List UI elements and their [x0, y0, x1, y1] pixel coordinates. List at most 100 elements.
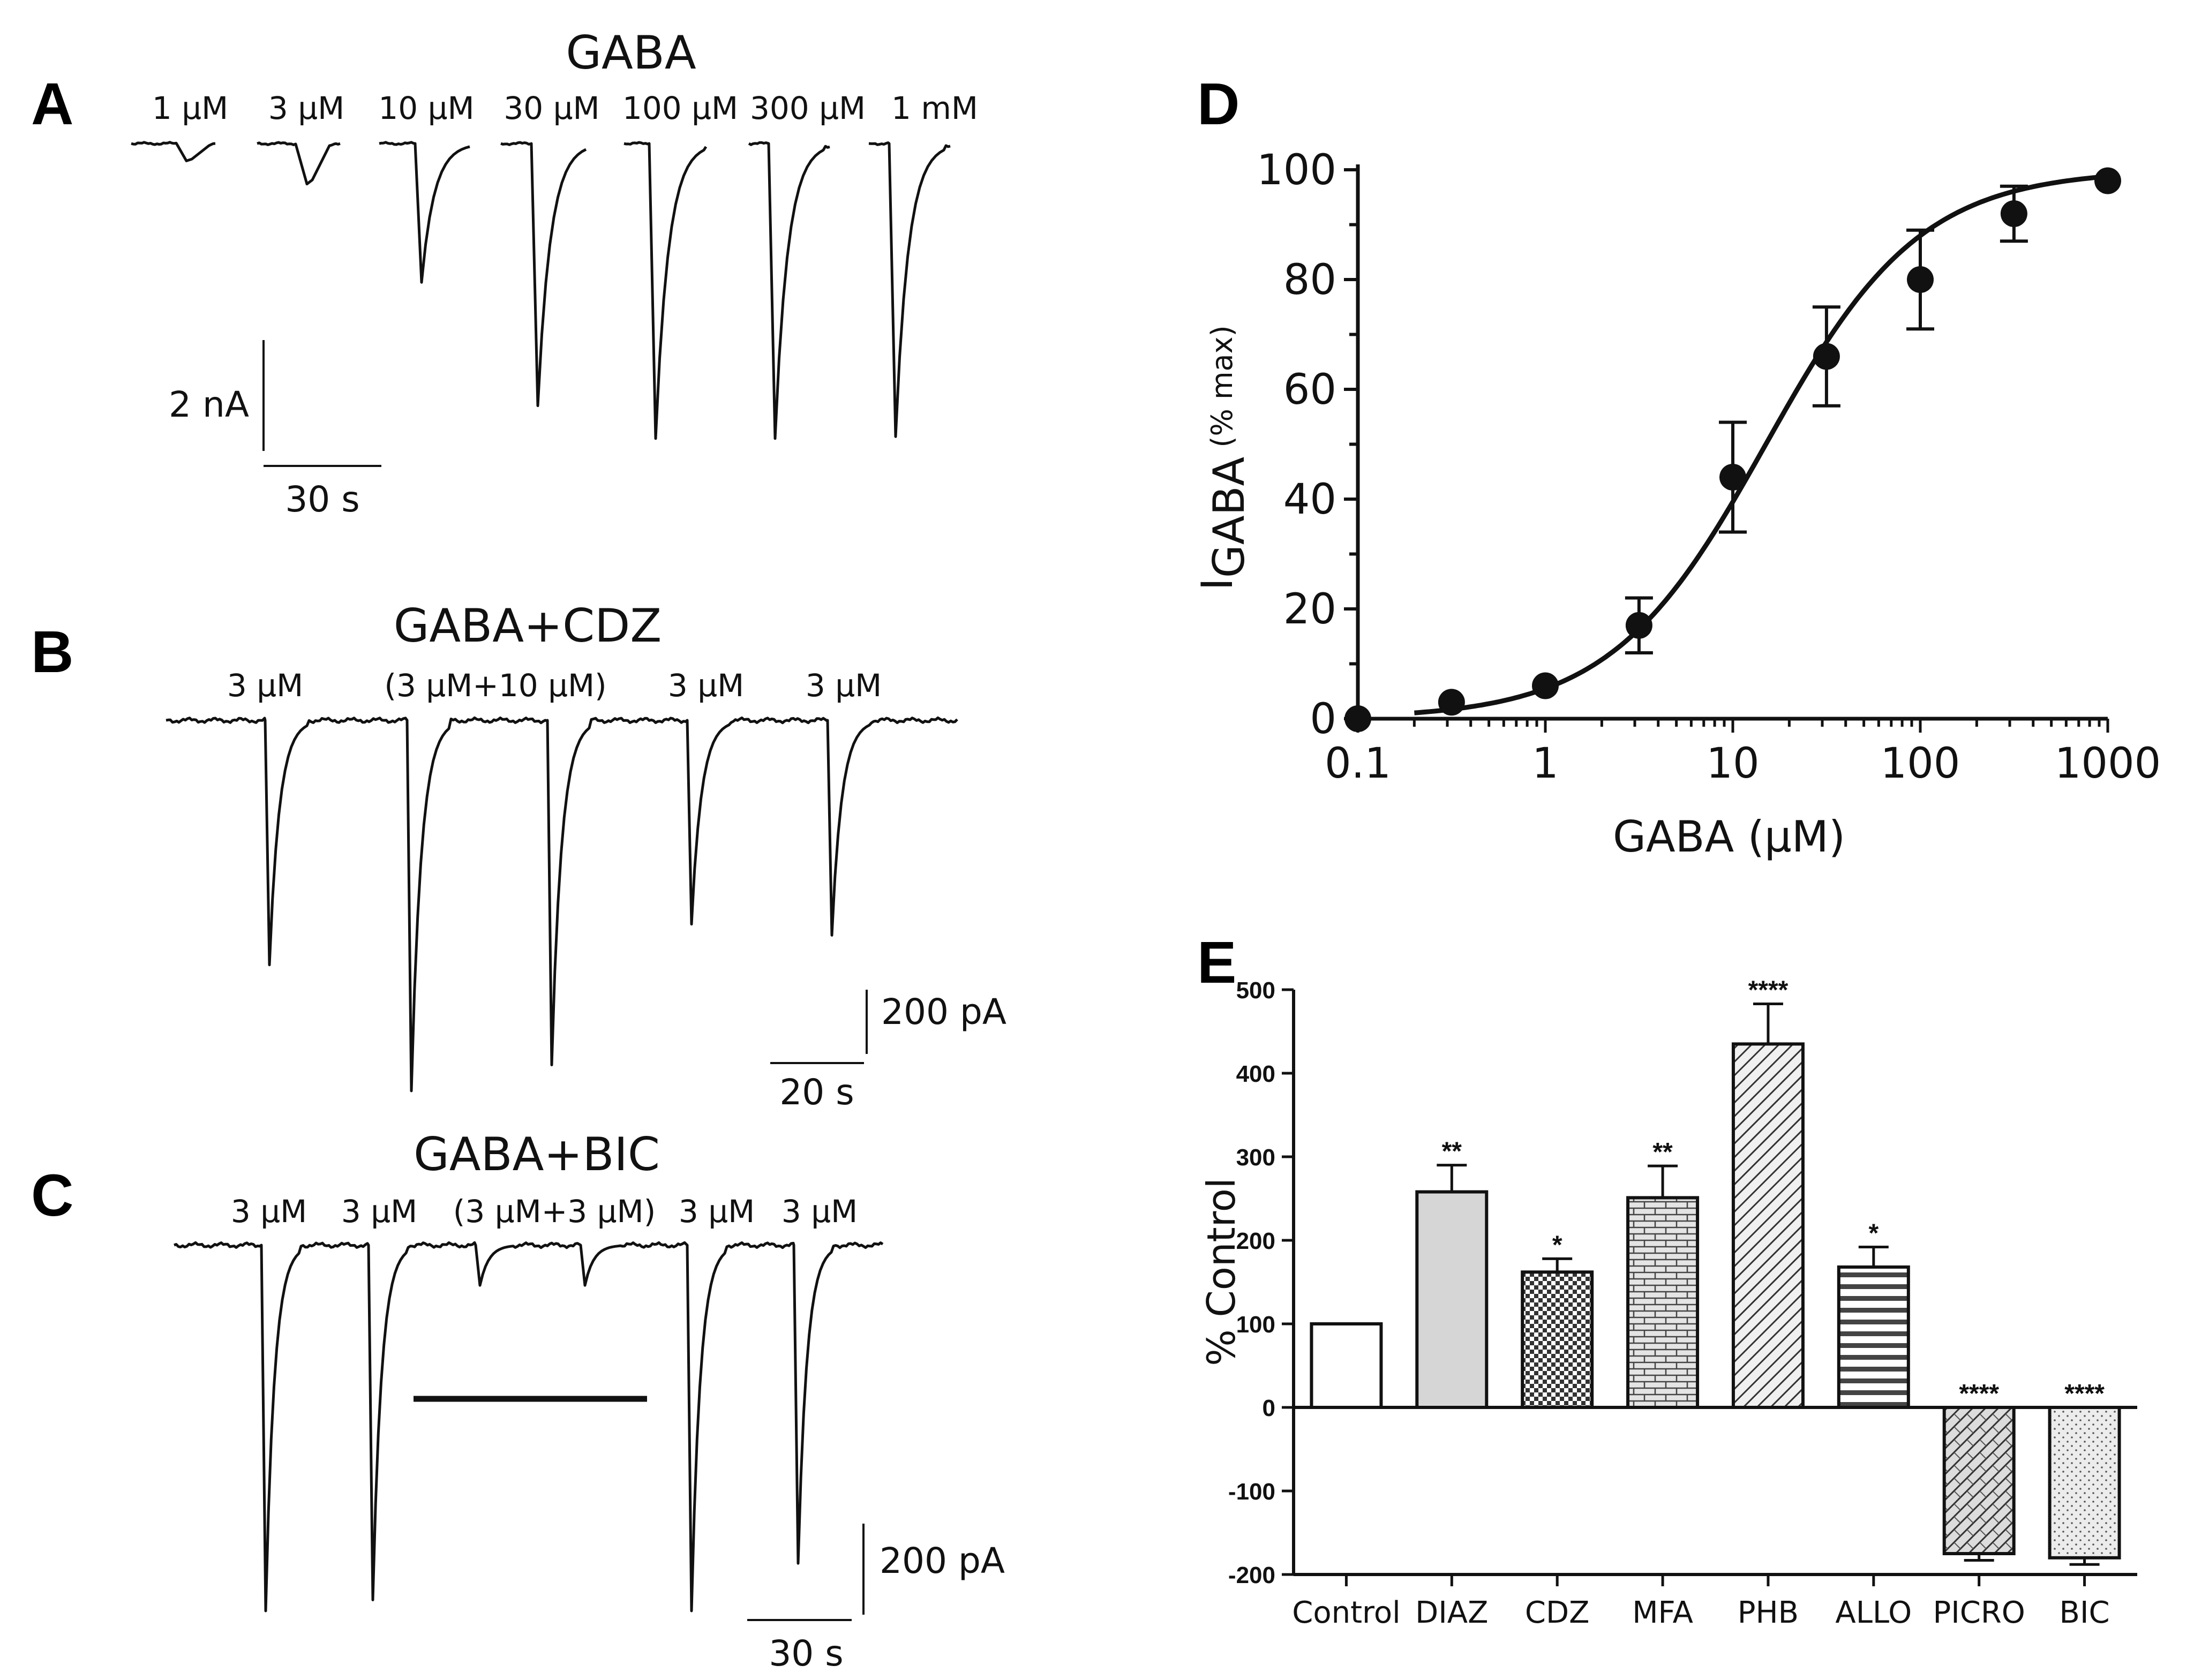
panel-e-significance-marker: **: [1652, 1138, 1673, 1166]
panel-d-y-label-unit: (% max): [1205, 325, 1239, 456]
panel-e-category-label: MFA: [1632, 1595, 1693, 1630]
panel-d-axes: 0 20 40 60 80 100 0.1 1 10 100 1000: [1257, 146, 2161, 788]
panel-e-y-axis-label: % Control: [1199, 1178, 1244, 1366]
panel-d-x-tick-label: 1: [1532, 740, 1559, 788]
panel-a-current-scale-label: 2 nA: [169, 384, 249, 425]
panel-d-y-tick-label: 60: [1283, 366, 1336, 414]
panel-e-y-tick-label: 300: [1236, 1144, 1275, 1171]
panel-d-chart: 0 20 40 60 80 100 0.1 1 10 100 1000 GABA (μM) IGAB…: [1192, 146, 2161, 862]
panel-e-significance-marker: **: [1442, 1137, 1462, 1166]
panel-c-conc-label: 3 μM: [341, 1193, 417, 1230]
panel-e-bar: [1521, 1270, 1594, 1410]
panel-e-category-label: Control: [1292, 1595, 1400, 1630]
panel-b-conc-label: 3 μM: [806, 667, 882, 704]
panel-e-bar: [2048, 1406, 2121, 1560]
panel-letter-c: C: [31, 1163, 73, 1229]
panel-a-conc-label: 1 mM: [891, 90, 978, 126]
panel-e-y-tick-label: -200: [1228, 1562, 1275, 1588]
panel-c-title: GABA+BIC: [414, 1128, 660, 1181]
panel-a-time-scale-label: 30 s: [285, 479, 359, 520]
panel-e-category-label: DIAZ: [1415, 1595, 1488, 1630]
panel-c: GABA+BIC 3 μM 3 μM (3 μM+3 μM) 3 μM 3 μM…: [174, 1128, 1005, 1674]
panel-d-y-label-main: I: [1192, 578, 1242, 591]
panel-d-data-point: [1625, 612, 1652, 639]
panel-a-conc-label: 100 μM: [622, 90, 738, 126]
panel-letter-e: E: [1197, 930, 1236, 996]
panel-d-data-point: [1719, 464, 1746, 491]
panel-a-conc-label: 30 μM: [504, 90, 599, 126]
panel-e-significance-marker: ****: [1748, 976, 1789, 1005]
panel-a-current-trace: [500, 141, 587, 408]
panel-d-x-tick-label: 1000: [2055, 740, 2161, 788]
panel-c-conc-label: 3 μM: [782, 1193, 858, 1230]
panel-b-time-scale-label: 20 s: [779, 1072, 854, 1113]
panel-d-x-tick-label: 100: [1881, 740, 1960, 788]
panel-c-time-scale-label: 30 s: [769, 1633, 843, 1674]
panel-e-significance-marker: *: [1552, 1231, 1562, 1259]
panel-e-category-label: PHB: [1738, 1595, 1799, 1630]
panel-e-category-label: PICRO: [1933, 1595, 2025, 1630]
panel-a-current-trace: [868, 141, 951, 438]
panel-a: GABA 1 μM 3 μM 10 μM 30 μM 100 μM 300 μM…: [131, 26, 978, 520]
panel-b-conc-label: (3 μM+10 μM): [384, 667, 606, 704]
panel-e-y-tick-label: 500: [1236, 977, 1275, 1004]
panel-c-conc-label: 3 μM: [231, 1193, 307, 1230]
panel-b-current-scale-label: 200 pA: [881, 991, 1006, 1033]
panel-d-x-axis-label: GABA (μM): [1613, 812, 1845, 862]
panel-d-data-point: [1907, 266, 1934, 293]
panel-c-conc-label: (3 μM+3 μM): [453, 1193, 656, 1230]
panel-e-bars: Control DIAZ ** CDZ * MFA ** PHB **** ALLO * PICRO *…: [1292, 976, 2121, 1630]
panel-a-title: GABA: [566, 26, 696, 80]
panel-a-current-trace: [748, 141, 830, 440]
panel-d-y-tick-label: 20: [1283, 585, 1336, 634]
panel-letter-a: A: [31, 71, 73, 137]
panel-a-current-trace: [131, 141, 216, 162]
panel-e-y-tick-label: 200: [1236, 1228, 1275, 1254]
panel-d-fit-curve: [1414, 174, 2105, 715]
panel-letter-d: D: [1197, 71, 1239, 137]
panel-c-traces: [174, 1241, 884, 1613]
panel-a-conc-label: 10 μM: [378, 90, 474, 126]
panel-e-bar: [1837, 1265, 1910, 1409]
panel-d-data-point: [1813, 343, 1840, 370]
panel-b-traces: [166, 716, 958, 1093]
panel-a-current-trace: [257, 141, 341, 186]
panel-e-bar: [1626, 1196, 1700, 1409]
panel-b: GABA+CDZ 3 μM (3 μM+10 μM) 3 μM 3 μM 200…: [166, 599, 1006, 1113]
panel-d-y-axis-label: IGABA (% max): [1192, 325, 1254, 590]
panel-d-y-tick-label: 0: [1310, 695, 1336, 743]
panel-d-y-tick-label: 40: [1283, 476, 1336, 524]
panel-e-category-label: ALLO: [1835, 1595, 1912, 1630]
panel-e-bar: [1731, 1042, 1805, 1409]
panel-d-data-point: [2000, 200, 2027, 227]
panel-a-conc-label: 1 μM: [152, 90, 228, 126]
panel-e-category-label: CDZ: [1525, 1595, 1590, 1630]
panel-b-current-trace: [166, 716, 958, 1093]
panel-e-y-tick-label: 100: [1236, 1312, 1275, 1338]
panel-a-conc-label: 300 μM: [750, 90, 866, 126]
panel-b-title: GABA+CDZ: [394, 599, 662, 653]
panel-letter-b: B: [31, 619, 73, 685]
panel-d-y-label-sub: GABA: [1204, 456, 1254, 578]
panel-e-bar: [1415, 1190, 1489, 1410]
panel-e-bar: [1310, 1322, 1383, 1409]
panel-b-conc-label: 3 μM: [227, 667, 303, 704]
panel-d-data-point: [1344, 705, 1371, 732]
panel-e-y-tick-label: 0: [1263, 1395, 1275, 1421]
panel-d-x-tick-label: 0.1: [1325, 740, 1391, 788]
panel-d-fit: [1414, 174, 2105, 715]
panel-d-points: [1344, 167, 2121, 732]
panel-a-conc-label: 3 μM: [268, 90, 344, 126]
panel-d-data-point: [2094, 167, 2121, 194]
panel-d-data-point: [1532, 672, 1559, 699]
panel-a-current-trace: [379, 141, 470, 284]
panel-c-conc-label: 3 μM: [679, 1193, 755, 1230]
panel-e-y-tick-label: -100: [1228, 1479, 1275, 1505]
panel-d-data-point: [1438, 689, 1465, 716]
panel-e-significance-marker: *: [1868, 1219, 1879, 1247]
panel-e-significance-marker: ****: [2064, 1380, 2105, 1408]
panel-d-y-tick-label: 100: [1257, 146, 1336, 194]
panel-e-significance-marker: ****: [1959, 1380, 1999, 1408]
